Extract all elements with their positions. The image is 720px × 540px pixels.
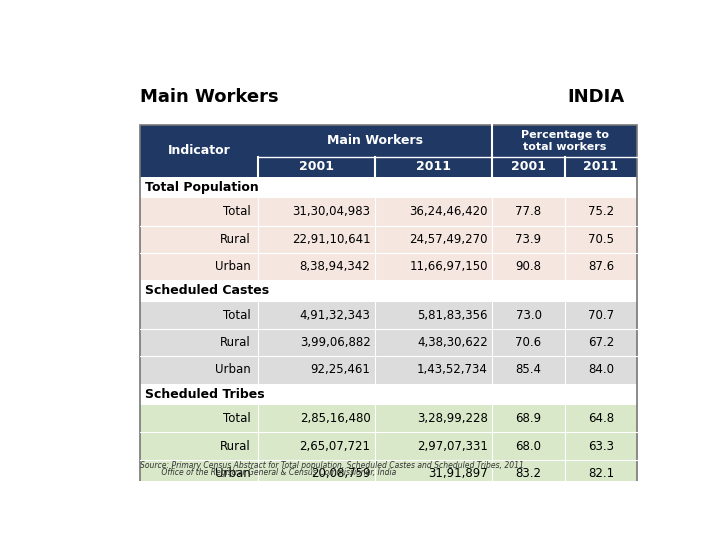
Text: Urban: Urban: [215, 363, 251, 376]
FancyBboxPatch shape: [564, 157, 637, 177]
Text: Total: Total: [223, 309, 251, 322]
FancyBboxPatch shape: [492, 125, 637, 157]
Text: 83.2: 83.2: [516, 467, 541, 480]
Text: 2,85,16,480: 2,85,16,480: [300, 413, 371, 426]
Text: 84.0: 84.0: [588, 363, 614, 376]
Text: 70.5: 70.5: [588, 233, 614, 246]
FancyBboxPatch shape: [375, 157, 492, 177]
Text: 82.1: 82.1: [588, 467, 614, 480]
Text: 73.0: 73.0: [516, 309, 541, 322]
Text: 68.0: 68.0: [516, 440, 541, 453]
Text: 75.2: 75.2: [588, 205, 614, 218]
Text: Rural: Rural: [220, 440, 251, 453]
Text: 20,08,759: 20,08,759: [311, 467, 371, 480]
Text: 2011: 2011: [416, 160, 451, 173]
Text: Scheduled Tribes: Scheduled Tribes: [145, 388, 264, 401]
FancyBboxPatch shape: [140, 125, 258, 177]
Text: Main Workers: Main Workers: [140, 87, 279, 106]
Text: 85.4: 85.4: [516, 363, 541, 376]
Text: 64.8: 64.8: [588, 413, 614, 426]
Text: 70.7: 70.7: [588, 309, 614, 322]
Text: 90.8: 90.8: [516, 260, 541, 273]
Text: 31,30,04,983: 31,30,04,983: [292, 205, 371, 218]
Text: 63.3: 63.3: [588, 440, 614, 453]
Text: 22,91,10,641: 22,91,10,641: [292, 233, 371, 246]
Text: 31,91,897: 31,91,897: [428, 467, 488, 480]
Text: 67.2: 67.2: [588, 336, 614, 349]
Text: 4,91,32,343: 4,91,32,343: [300, 309, 371, 322]
Text: Source: Primary Census Abstract for Total population, Scheduled Castes and Sched: Source: Primary Census Abstract for Tota…: [140, 461, 524, 470]
Text: 11,66,97,150: 11,66,97,150: [410, 260, 488, 273]
Text: Total: Total: [223, 413, 251, 426]
Text: Total Population: Total Population: [145, 181, 258, 194]
Text: 77.8: 77.8: [516, 205, 541, 218]
FancyBboxPatch shape: [140, 280, 637, 302]
Text: 3,99,06,882: 3,99,06,882: [300, 336, 371, 349]
Text: 2001: 2001: [511, 160, 546, 173]
FancyBboxPatch shape: [140, 198, 637, 226]
Text: 24,57,49,270: 24,57,49,270: [410, 233, 488, 246]
FancyBboxPatch shape: [140, 253, 637, 280]
Text: 1,43,52,734: 1,43,52,734: [417, 363, 488, 376]
FancyBboxPatch shape: [140, 405, 637, 433]
Text: 87.6: 87.6: [588, 260, 614, 273]
Text: Scheduled Castes: Scheduled Castes: [145, 285, 269, 298]
Text: Main Workers: Main Workers: [327, 134, 423, 147]
Text: Urban: Urban: [215, 260, 251, 273]
FancyBboxPatch shape: [140, 383, 637, 405]
Text: Rural: Rural: [220, 336, 251, 349]
FancyBboxPatch shape: [140, 226, 637, 253]
FancyBboxPatch shape: [140, 460, 637, 487]
Text: 68.9: 68.9: [516, 413, 541, 426]
Text: 70.6: 70.6: [516, 336, 541, 349]
FancyBboxPatch shape: [140, 329, 637, 356]
Text: 2,65,07,721: 2,65,07,721: [300, 440, 371, 453]
FancyBboxPatch shape: [258, 157, 375, 177]
Text: 4,38,30,622: 4,38,30,622: [417, 336, 488, 349]
Text: 3,28,99,228: 3,28,99,228: [417, 413, 488, 426]
Text: 73.9: 73.9: [516, 233, 541, 246]
Text: Rural: Rural: [220, 233, 251, 246]
Text: INDIA: INDIA: [567, 87, 624, 106]
FancyBboxPatch shape: [140, 356, 637, 383]
Text: 5,81,83,356: 5,81,83,356: [418, 309, 488, 322]
FancyBboxPatch shape: [140, 177, 637, 198]
Text: Total: Total: [223, 205, 251, 218]
FancyBboxPatch shape: [258, 125, 492, 157]
FancyBboxPatch shape: [140, 302, 637, 329]
Text: Urban: Urban: [215, 467, 251, 480]
FancyBboxPatch shape: [492, 157, 564, 177]
FancyBboxPatch shape: [140, 433, 637, 460]
Text: Percentage to
total workers: Percentage to total workers: [521, 130, 608, 152]
Text: 92,25,461: 92,25,461: [310, 363, 371, 376]
Text: 2001: 2001: [299, 160, 334, 173]
Text: 2011: 2011: [583, 160, 618, 173]
Text: 8,38,94,342: 8,38,94,342: [300, 260, 371, 273]
Text: Office of the Registrar General & Census Commissioner, India: Office of the Registrar General & Census…: [140, 468, 397, 477]
Text: 36,24,46,420: 36,24,46,420: [410, 205, 488, 218]
Text: 2,97,07,331: 2,97,07,331: [417, 440, 488, 453]
Text: Indicator: Indicator: [168, 144, 230, 157]
